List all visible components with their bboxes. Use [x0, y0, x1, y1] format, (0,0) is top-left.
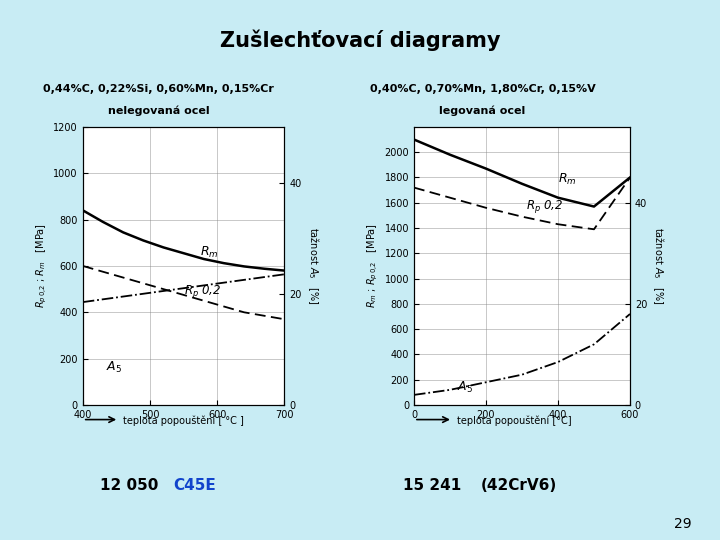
Text: 0,40%C, 0,70%Mn, 1,80%Cr, 0,15%V: 0,40%C, 0,70%Mn, 1,80%Cr, 0,15%V	[369, 84, 595, 94]
Text: $\mathit{R_m}$: $\mathit{R_m}$	[558, 172, 577, 187]
Text: legovaná ocel: legovaná ocel	[439, 105, 526, 116]
Text: $\mathit{A_5}$: $\mathit{A_5}$	[107, 360, 122, 375]
Text: C45E: C45E	[173, 478, 216, 494]
Text: 29: 29	[674, 517, 691, 531]
Text: nelegovaná ocel: nelegovaná ocel	[107, 105, 210, 116]
Text: teplota popouštění [ °C ]: teplota popouštění [ °C ]	[123, 416, 244, 426]
Text: $\mathit{R_p}$ 0,2: $\mathit{R_p}$ 0,2	[526, 198, 563, 215]
Text: 15 241: 15 241	[403, 478, 461, 494]
Text: 0,44%C, 0,22%Si, 0,60%Mn, 0,15%Cr: 0,44%C, 0,22%Si, 0,60%Mn, 0,15%Cr	[43, 84, 274, 94]
Text: 12 050: 12 050	[100, 478, 159, 494]
Y-axis label: tažnost $A_5$   [%]: tažnost $A_5$ [%]	[306, 227, 320, 305]
Text: Zušlechťovací diagramy: Zušlechťovací diagramy	[220, 30, 500, 51]
Text: (42CrV6): (42CrV6)	[480, 478, 557, 494]
Text: teplota popouštění [°C]: teplota popouštění [°C]	[457, 416, 572, 426]
Text: $\mathit{A_5}$: $\mathit{A_5}$	[457, 380, 473, 395]
Y-axis label: $R_m$ ; $R_{p\,0{,}2}$   [MPa]: $R_m$ ; $R_{p\,0{,}2}$ [MPa]	[366, 224, 380, 308]
Y-axis label: $R_{p\,0{,}2}$ ; $R_m$   [MPa]: $R_{p\,0{,}2}$ ; $R_m$ [MPa]	[35, 224, 49, 308]
Text: $\mathit{R_p}$ 0,2: $\mathit{R_p}$ 0,2	[184, 283, 221, 300]
Text: $\mathit{R_m}$: $\mathit{R_m}$	[200, 245, 219, 260]
Y-axis label: tažnost $A_5$   [%]: tažnost $A_5$ [%]	[652, 227, 666, 305]
